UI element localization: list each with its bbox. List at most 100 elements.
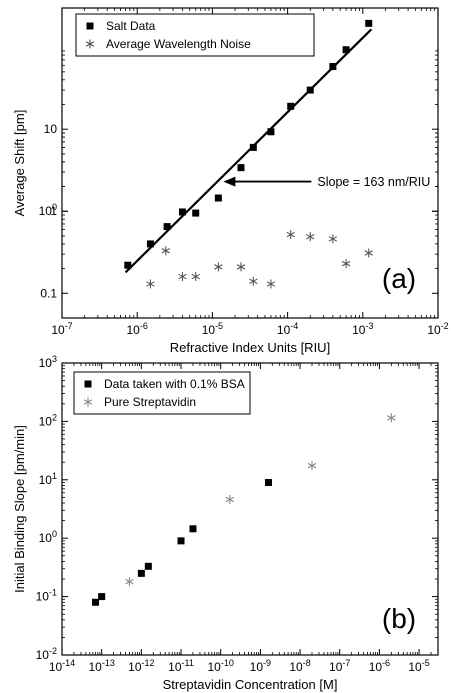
asterisk-stroke [249, 278, 258, 285]
data-point-square [192, 209, 200, 217]
x-tick-label: 10-14 [49, 658, 75, 674]
data-point-asterisk [307, 461, 317, 471]
data-point-square [146, 240, 154, 248]
data-point-square [84, 380, 92, 388]
x-tick-label: 10-2 [427, 321, 448, 337]
data-point-asterisk [125, 577, 134, 587]
series-1 [146, 230, 373, 289]
data-point-square [178, 208, 186, 216]
legend-box [73, 371, 251, 415]
series-1 [125, 413, 396, 587]
x-tick-label: 10-5 [202, 321, 223, 337]
legend: Salt Data Average Wavelength Noise [75, 13, 315, 57]
data-point-square [189, 525, 197, 533]
asterisk-stroke [266, 281, 276, 287]
data-point-asterisk [364, 248, 373, 258]
data-point-square [237, 164, 245, 172]
x-tick-label: 10-13 [88, 658, 114, 674]
data-point-square [177, 537, 185, 545]
y-axis-title: Initial Binding Slope [pm/min] [12, 425, 27, 593]
data-point-square [264, 478, 272, 486]
data-point-asterisk [191, 272, 200, 282]
asterisk-stroke [146, 281, 155, 287]
data-point-asterisk [83, 397, 93, 407]
y-tick-label: 0.1 [40, 286, 57, 300]
asterisk-stroke [286, 231, 295, 238]
annotation-text: Slope = 163 nm/RIU [317, 175, 430, 189]
asterisk-stroke [306, 233, 315, 240]
data-point-square [124, 261, 132, 269]
data-point-asterisk [178, 272, 187, 282]
data-point-asterisk [266, 279, 276, 289]
x-tick-label: 10-4 [277, 321, 298, 337]
data-point-asterisk [328, 234, 338, 244]
asterisk-stroke [161, 248, 170, 254]
asterisk-stroke [125, 578, 134, 585]
series-0 [124, 19, 373, 269]
data-point-square [287, 102, 295, 110]
data-point-square [98, 593, 106, 601]
data-point-asterisk [341, 259, 351, 269]
x-tick-label: 10-5 [408, 658, 429, 674]
series-0 [92, 478, 272, 606]
x-tick-label: 10-6 [369, 658, 390, 674]
y-tick-label: 10-1 [36, 588, 57, 604]
panel-label: (a) [382, 263, 416, 294]
legend-label: Pure Streptavidin [104, 395, 196, 409]
data-point-square [92, 598, 100, 606]
x-tick-label: 10-6 [127, 321, 148, 337]
chart-panel-a: 10-7 10-6 10-5 10-4 10-3 10-2 0.1 1 10 100 Refract… [12, 7, 449, 355]
y-tick-label: 1 [50, 204, 57, 218]
asterisk-stroke [225, 496, 235, 503]
y-tick-label: 100 [39, 202, 57, 218]
x-tick-label: 10-12 [128, 658, 154, 674]
y-tick-label: 102 [39, 412, 57, 428]
chart-panel-b: 10-14 10-13 10-12 10-11 10-10 10-9 10-8 10-7 10-… [12, 354, 439, 692]
legend: Data taken with 0.1% BSA Pure Streptavidi… [73, 371, 251, 415]
data-point-asterisk [225, 494, 235, 504]
x-tick-label: 10-3 [352, 321, 373, 337]
annotation-arrow-head [223, 176, 236, 187]
y-tick-label: 10 [44, 122, 58, 136]
legend-label: Data taken with 0.1% BSA [104, 377, 245, 391]
data-point-square [249, 143, 257, 151]
data-point-asterisk [249, 276, 258, 286]
plot-frame [61, 7, 439, 319]
data-point-square [306, 86, 314, 94]
x-axis-title: Streptavidin Concentration [M] [163, 677, 338, 692]
asterisk-stroke [214, 264, 223, 270]
data-point-asterisk [286, 230, 295, 240]
x-tick-label: 10-9 [250, 658, 271, 674]
asterisk-stroke [178, 273, 187, 280]
x-tick-label: 10-10 [208, 658, 234, 674]
asterisk-stroke [364, 250, 373, 256]
asterisk-stroke [307, 462, 317, 469]
asterisk-stroke [85, 41, 95, 47]
data-point-square [137, 569, 145, 577]
asterisk-stroke [83, 399, 93, 405]
data-point-asterisk [387, 413, 396, 423]
y-axis-title: Average Shift [pm] [12, 110, 27, 217]
data-point-square [144, 562, 152, 570]
data-point-asterisk [306, 232, 315, 242]
plot-frame [61, 362, 439, 656]
x-tick-label: 10-7 [329, 658, 350, 674]
asterisk-stroke [191, 273, 200, 280]
data-point-asterisk [85, 39, 95, 49]
data-point-asterisk [161, 246, 170, 256]
x-axis-title: Refractive Index Units [RIU] [170, 340, 330, 355]
legend-label: Salt Data [106, 19, 156, 33]
data-point-square [365, 19, 373, 27]
x-tick-label: 10-7 [51, 321, 72, 337]
y-tick-label: 100 [39, 529, 57, 545]
data-point-square [267, 128, 275, 136]
data-point-square [329, 63, 337, 71]
data-point-asterisk [146, 279, 155, 289]
slope-annotation: Slope = 163 nm/RIU [223, 175, 430, 189]
data-point-square [86, 22, 94, 30]
asterisk-stroke [387, 415, 396, 421]
x-tick-label: 10-11 [168, 658, 194, 674]
asterisk-stroke [236, 264, 246, 270]
